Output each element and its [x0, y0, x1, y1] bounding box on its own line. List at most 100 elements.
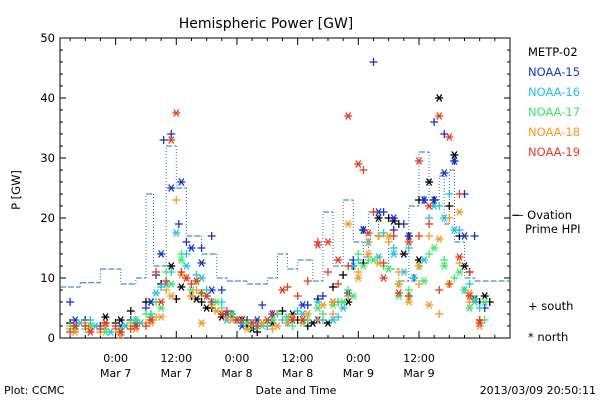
- north-marker: [379, 274, 388, 282]
- south-marker: [425, 232, 434, 240]
- satellite-legend: METP-02 NOAA-15 NOAA-16 NOAA-17 NOAA-18 NOAA-…: [528, 45, 580, 159]
- south-marker: [323, 268, 332, 276]
- north-marker: [101, 319, 110, 327]
- south-marker: [293, 292, 302, 300]
- south-marker: [339, 271, 348, 279]
- legend-entry-noaa-19: NOAA-19: [528, 145, 580, 159]
- legend-entry-metp-02: METP-02: [528, 45, 578, 59]
- south-marker: [152, 268, 161, 276]
- x-tick-time: 12:00: [282, 352, 314, 365]
- y-tick-label: 40: [40, 91, 55, 105]
- north-marker: [339, 304, 348, 312]
- south-marker: [435, 310, 444, 318]
- south-marker: [172, 196, 181, 204]
- south-marker: [278, 307, 287, 315]
- south-marker: [470, 232, 479, 240]
- north-marker: [339, 298, 348, 306]
- south-marker: [354, 250, 363, 258]
- south-marker: [111, 322, 120, 330]
- data-markers: [66, 58, 494, 339]
- north-marker: [440, 169, 449, 177]
- y-tick-label: 30: [40, 151, 55, 165]
- north-marker: [475, 319, 484, 327]
- y-tick-label: 0: [48, 331, 55, 345]
- south-marker: [414, 232, 423, 240]
- north-marker: [197, 319, 206, 327]
- north-marker: [404, 298, 413, 306]
- north-marker: [303, 310, 312, 318]
- north-marker: [425, 178, 434, 186]
- north-marker: [217, 310, 226, 318]
- model-legend-line2: Prime HPI: [525, 222, 581, 236]
- south-marker: [430, 118, 439, 126]
- north-marker: [152, 289, 161, 297]
- north-marker: [172, 109, 181, 117]
- north-marker: [460, 262, 469, 270]
- north-marker: [288, 316, 297, 324]
- y-tick-label: 10: [40, 271, 55, 285]
- north-marker: [263, 316, 272, 324]
- north-marker: [131, 316, 140, 324]
- north-marker: [404, 232, 413, 240]
- south-marker: [174, 220, 183, 228]
- south-marker: [329, 310, 338, 318]
- south-marker: [354, 268, 363, 276]
- legend-entry-noaa-17: NOAA-17: [528, 105, 580, 119]
- north-marker: [359, 262, 368, 270]
- north-marker: [101, 313, 110, 321]
- south-marker: [329, 283, 338, 291]
- legend-entry-noaa-16: NOAA-16: [528, 85, 580, 99]
- north-marker: [298, 301, 307, 309]
- north-marker: [344, 220, 353, 228]
- north-marker: [354, 274, 363, 282]
- south-marker: [445, 280, 454, 288]
- south-marker: [177, 268, 186, 276]
- south-marker: [425, 250, 434, 258]
- north-marker: [455, 268, 464, 276]
- north-marker: [435, 94, 444, 102]
- north-marker: [157, 313, 166, 321]
- south-marker: [425, 220, 434, 228]
- north-marker: [430, 244, 439, 252]
- north-marker: [329, 298, 338, 306]
- north-marker: [192, 277, 201, 285]
- north-marker: [157, 298, 166, 306]
- north-marker: [465, 292, 474, 300]
- chart-title: Hemispheric Power [GW]: [179, 16, 354, 32]
- plot-border: [59, 37, 511, 339]
- north-marker: [86, 328, 95, 336]
- south-marker: [389, 232, 398, 240]
- south-marker: [455, 190, 464, 198]
- south-marker: [162, 277, 171, 285]
- north-marker: [116, 316, 125, 324]
- x-tick-time: 0:00: [225, 352, 250, 365]
- ovation-model-line: [60, 145, 519, 288]
- x-tick-date: Mar 7: [100, 367, 131, 380]
- footer-plot-source: Plot: CCMC: [4, 384, 65, 397]
- north-marker: [404, 238, 413, 246]
- south-marker: [344, 262, 353, 270]
- north-marker: [167, 184, 176, 192]
- south-marker: [303, 277, 312, 285]
- south-marker: [268, 310, 277, 318]
- north-marker: [197, 259, 206, 267]
- north-marker: [455, 253, 464, 261]
- south-marker: [318, 292, 327, 300]
- x-axis: 0:00 Mar 7 12:00 Mar 7 0:00 Mar 8 12:00 Mar 8 0:…: [69, 38, 511, 380]
- south-marker: [359, 166, 368, 174]
- north-marker: [465, 304, 474, 312]
- north-marker: [167, 280, 176, 288]
- south-marker: [207, 232, 216, 240]
- south-marker: [465, 268, 474, 276]
- north-marker: [460, 232, 469, 240]
- north-marker: [116, 328, 125, 336]
- south-marker: [126, 307, 135, 315]
- south-marker: [197, 244, 206, 252]
- south-marker: [318, 310, 327, 318]
- north-marker: [202, 304, 211, 312]
- south-marker: [313, 316, 322, 324]
- south-marker: [445, 214, 454, 222]
- south-marker: [440, 256, 449, 264]
- north-marker: [394, 289, 403, 297]
